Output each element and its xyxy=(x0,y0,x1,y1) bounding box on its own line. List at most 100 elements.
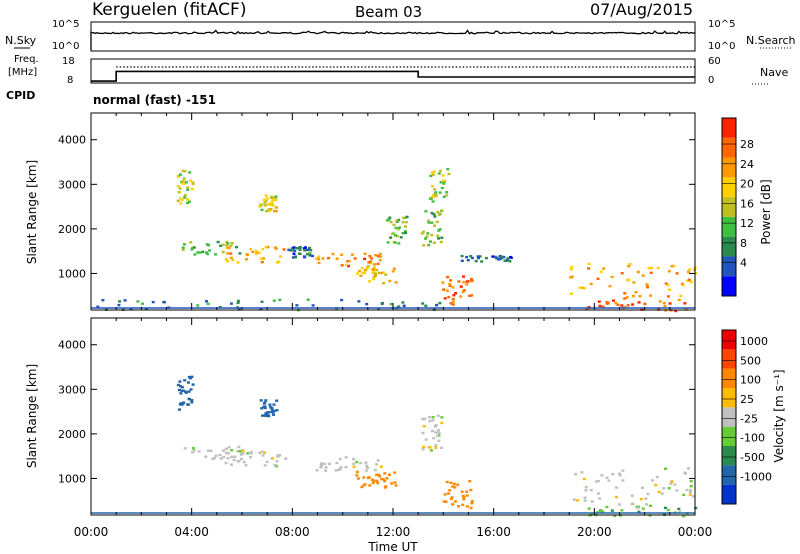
velocity-cell xyxy=(207,449,210,452)
velocity-cell xyxy=(434,424,438,427)
power-cell xyxy=(389,236,393,239)
velocity-cell xyxy=(244,464,248,467)
power-colorbar-label: 16 xyxy=(740,197,754,210)
velocity-cell xyxy=(465,505,469,508)
power-cell xyxy=(206,252,209,256)
power-cell xyxy=(670,265,674,268)
power-cell xyxy=(372,277,376,281)
power-cell xyxy=(626,304,630,307)
time-tick-label: 12:00 xyxy=(376,525,411,539)
velocity-cell xyxy=(390,482,394,485)
power-cell xyxy=(270,201,274,204)
power-cell xyxy=(470,294,474,297)
power-cell xyxy=(378,255,382,258)
power-cell xyxy=(182,177,186,180)
velocity-cell xyxy=(444,500,448,503)
velocity-xticks xyxy=(90,318,696,515)
velocity-cell xyxy=(630,494,634,497)
velocity-cell xyxy=(262,405,266,409)
velocity-cell xyxy=(224,447,228,450)
power-cell xyxy=(251,250,255,253)
power-cell xyxy=(457,280,461,283)
velocity-cell xyxy=(610,509,614,512)
power-cell xyxy=(469,255,473,258)
power-cell xyxy=(677,298,681,302)
power-cell xyxy=(360,266,364,270)
power-cell xyxy=(292,252,296,255)
velocity-cell xyxy=(360,485,364,489)
power-ytick-label: 1000 xyxy=(58,267,86,280)
power-cell xyxy=(177,191,181,194)
power-cell xyxy=(368,255,372,258)
velocity-cell xyxy=(364,461,368,464)
power-cell xyxy=(190,246,194,249)
power-cell xyxy=(355,272,359,275)
velocity-cell xyxy=(456,483,460,486)
power-colorbar-segment xyxy=(722,137,736,158)
power-cell xyxy=(364,268,368,272)
power-cell xyxy=(221,250,225,254)
velocity-cell xyxy=(572,498,576,501)
power-cell xyxy=(189,179,193,182)
velocity-cell xyxy=(181,389,185,392)
time-tick-label: 16:00 xyxy=(476,525,511,539)
power-cell xyxy=(623,297,627,300)
station-title: Kerguelen (fitACF) xyxy=(92,0,246,20)
power-cell xyxy=(686,279,690,282)
power-cell xyxy=(484,256,488,260)
power-cell xyxy=(298,248,302,251)
velocity-cell xyxy=(584,486,588,489)
velocity-cell xyxy=(424,438,428,441)
power-cell xyxy=(431,171,434,174)
power-ytick-label: 4000 xyxy=(58,134,86,147)
power-cell xyxy=(439,181,443,184)
power-cell xyxy=(437,213,441,216)
power-cell xyxy=(260,260,264,264)
power-cell xyxy=(449,302,453,305)
velocity-cell xyxy=(335,461,339,465)
power-cell xyxy=(449,279,453,282)
power-cell xyxy=(315,257,318,260)
power-cell xyxy=(226,252,230,255)
power-cell xyxy=(298,246,302,249)
power-cell xyxy=(389,302,393,306)
power-cell xyxy=(282,248,286,251)
power-cell xyxy=(162,301,166,304)
power-cell xyxy=(311,304,315,307)
velocity-cell xyxy=(271,410,275,413)
velocity-cell xyxy=(229,463,233,466)
power-cell xyxy=(271,204,275,207)
noise-right-tick-bottom: 10^0 xyxy=(708,41,735,52)
velocity-cell xyxy=(218,453,222,457)
power-cell xyxy=(347,260,351,263)
velocity-ytick-label: 3000 xyxy=(58,383,86,396)
power-ytick-label: 3000 xyxy=(58,178,86,191)
velocity-cell xyxy=(232,458,236,462)
freq-left-tick-top: 18 xyxy=(62,56,75,67)
velocity-cell xyxy=(188,398,191,401)
power-cell xyxy=(447,295,451,299)
velocity-cell xyxy=(452,482,456,486)
velocity-cell xyxy=(323,462,327,466)
velocity-cell xyxy=(240,457,243,461)
power-colorbar-segment xyxy=(722,197,736,217)
velocity-cell xyxy=(187,381,190,384)
power-cell xyxy=(136,300,140,303)
power-cell xyxy=(437,229,441,232)
power-cell xyxy=(427,219,430,222)
power-cell xyxy=(625,296,629,299)
power-cell xyxy=(637,301,641,304)
power-cell xyxy=(274,210,278,213)
velocity-cell xyxy=(682,514,686,517)
power-cell xyxy=(227,246,231,250)
power-cell xyxy=(377,308,380,311)
power-cell xyxy=(359,274,363,277)
velocity-cell xyxy=(319,466,323,469)
power-cell xyxy=(396,227,400,231)
velocity-colorbar-segment xyxy=(722,388,736,408)
power-cell xyxy=(460,259,464,262)
power-cell xyxy=(368,280,372,283)
power-cell xyxy=(404,225,407,228)
velocity-cell xyxy=(607,479,611,482)
power-cell xyxy=(287,248,291,252)
